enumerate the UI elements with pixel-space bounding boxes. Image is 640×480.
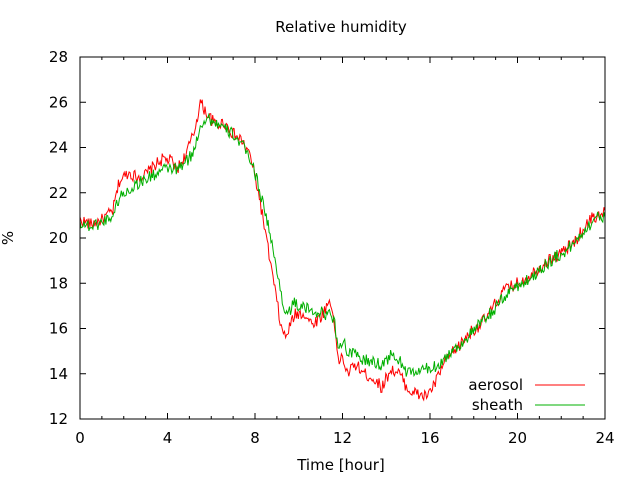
legend-label: sheath: [472, 396, 523, 414]
x-tick-label: 4: [163, 429, 173, 447]
y-tick-label: 12: [49, 410, 68, 428]
y-tick-label: 16: [49, 320, 68, 338]
chart-title: Relative humidity: [275, 18, 407, 36]
y-tick-label: 20: [49, 229, 68, 247]
y-tick-label: 24: [49, 139, 68, 157]
plot-frame: [79, 56, 606, 420]
y-tick-label: 14: [49, 365, 68, 383]
x-tick-label: 24: [595, 429, 614, 447]
y-tick-label: 28: [49, 48, 68, 66]
legend-label: aerosol: [468, 376, 523, 394]
y-axis-label: %: [0, 231, 17, 245]
x-tick-label: 16: [420, 429, 439, 447]
axis-ticks: 0 4 8 12 16 20 24 12 14 16 18 20 22 24 26 28: [49, 48, 615, 447]
legend: aerosol sheath: [468, 376, 585, 414]
y-tick-label: 18: [49, 274, 68, 292]
x-axis-label: Time [hour]: [296, 456, 385, 474]
x-tick-label: 20: [508, 429, 527, 447]
y-tick-label: 26: [49, 93, 68, 111]
series-line-sheath: [79, 112, 606, 378]
x-tick-label: 0: [75, 429, 85, 447]
y-tick-label: 22: [49, 184, 68, 202]
x-tick-label: 12: [333, 429, 352, 447]
series-line-aerosol: [79, 99, 606, 402]
series-lines: [79, 99, 606, 402]
x-tick-label: 8: [250, 429, 260, 447]
